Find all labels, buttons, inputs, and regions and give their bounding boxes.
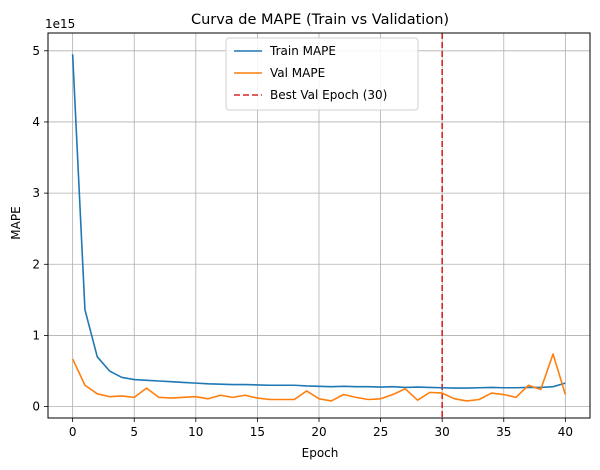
y-tick-label: 1: [32, 328, 40, 342]
x-tick-label: 20: [311, 425, 326, 439]
x-tick-label: 40: [558, 425, 573, 439]
x-ticks: 0 5 10 15 20 25 30 35 40: [69, 418, 573, 439]
y-tick-label: 0: [32, 400, 40, 414]
x-tick-label: 5: [130, 425, 138, 439]
x-tick-label: 35: [496, 425, 511, 439]
y-tick-label: 3: [32, 186, 40, 200]
legend-label: Best Val Epoch (30): [270, 88, 387, 102]
series-line-val-mape: [71, 353, 567, 402]
series-layer: [71, 54, 567, 402]
y-offset-label: 1e15: [45, 17, 75, 31]
legend-label: Val MAPE: [270, 66, 325, 80]
x-tick-label: 0: [69, 425, 77, 439]
y-tick-label: 4: [32, 115, 40, 129]
y-axis-label: MAPE: [9, 206, 23, 239]
y-tick-label: 2: [32, 257, 40, 271]
plot-frame: [47, 32, 591, 419]
x-tick-label: 30: [435, 425, 450, 439]
legend: Train MAPE Val MAPE Best Val Epoch (30): [225, 37, 419, 111]
y-tick-label: 5: [32, 44, 40, 58]
chart-title: Curva de MAPE (Train vs Validation): [191, 12, 449, 28]
legend-label: Train MAPE: [269, 44, 336, 58]
x-tick-label: 25: [373, 425, 388, 439]
y-ticks: 0 1 2 3 4 5: [32, 44, 48, 414]
series-line-train-mape: [71, 54, 566, 389]
x-tick-label: 10: [188, 425, 203, 439]
legend-box: [225, 37, 419, 111]
x-tick-label: 15: [250, 425, 265, 439]
x-axis-label: Epoch: [302, 446, 339, 460]
